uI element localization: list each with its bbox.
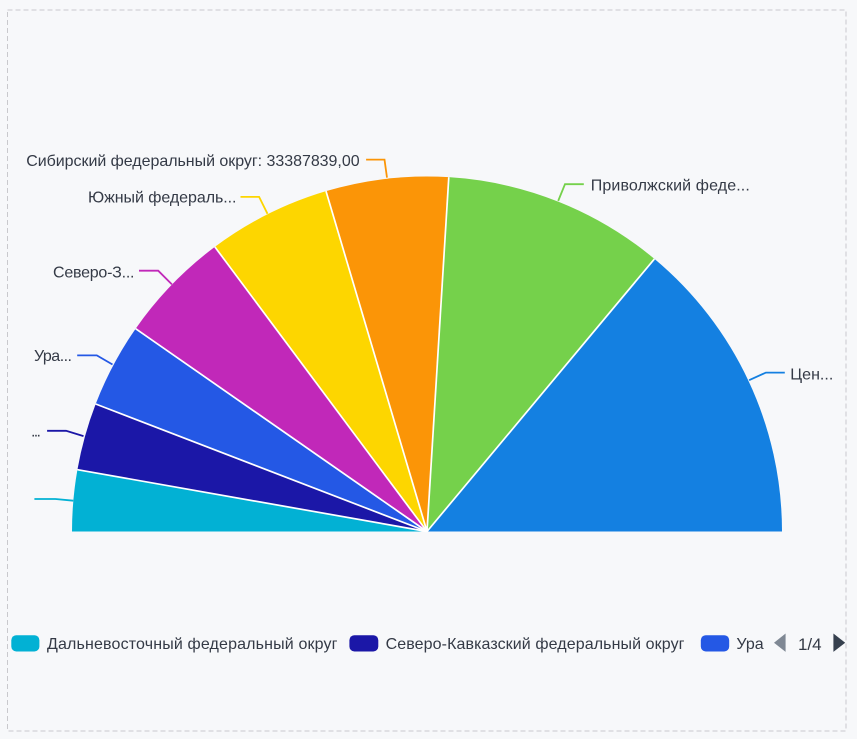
svg-text:1/4: 1/4 (798, 635, 822, 654)
svg-text:...: ... (31, 424, 41, 441)
svg-text:Северо-Кавказский федеральный: Северо-Кавказский федеральный округ (386, 636, 685, 653)
svg-text:Дальневосточный федеральный ок: Дальневосточный федеральный округ (47, 636, 338, 653)
svg-text:Ура: Ура (736, 636, 763, 653)
svg-text:Сибирский федеральный округ: 3: Сибирский федеральный округ: 33387839,00 (26, 153, 359, 170)
svg-text:Северо-З...: Северо-З... (53, 264, 135, 281)
svg-text:Ура...: Ура... (34, 348, 72, 365)
svg-text:Приволжский феде...: Приволжский феде... (591, 178, 750, 195)
svg-text:Южный федераль...: Южный федераль... (88, 189, 237, 206)
svg-text:Цен...: Цен... (790, 366, 833, 383)
